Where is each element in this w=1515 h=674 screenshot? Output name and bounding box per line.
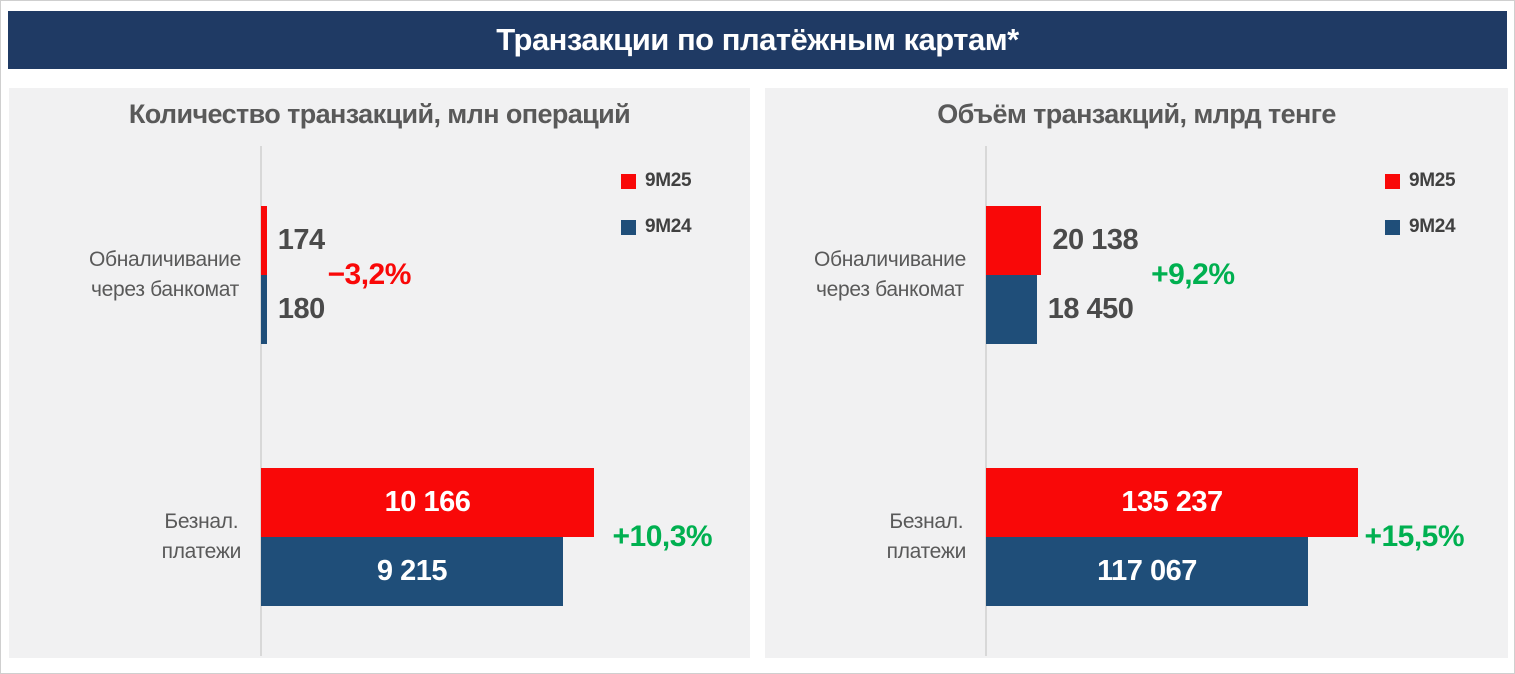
bar-value-label: 20 138: [1052, 224, 1139, 256]
legend-label-9m24: 9М24: [645, 216, 692, 237]
bar-value-label: 117 067: [1097, 555, 1197, 587]
change-percent-label: +9,2%: [1151, 258, 1235, 291]
category-label: Безнал. платежи: [161, 510, 242, 563]
bar-row1-9m25: 10 166: [261, 468, 595, 537]
legend-item-9m24: 9М24: [1385, 216, 1456, 238]
chart-row-0: Обналичивание через банкомат 174 180 −3,2%: [89, 206, 736, 344]
legend-swatch-9m25-icon: [621, 173, 636, 189]
bar-row1-9m24: 117 067: [986, 537, 1308, 606]
bar-row1-9m24: 9 215: [261, 537, 563, 606]
chart-title-count: Количество транзакций, млн операций: [128, 99, 631, 129]
chart-row-1: Безнал. платежи 135 237 117 067 +15,5%: [887, 468, 1494, 606]
change-percent-label: −3,2%: [327, 258, 412, 291]
axis-line: [260, 146, 262, 656]
bar-value-label: 180: [277, 293, 325, 325]
bar-row0-9m24: 18 450: [986, 275, 1134, 344]
legend-label-9m25: 9М25: [645, 170, 692, 191]
axis-line: [985, 146, 987, 656]
bar-value-label: 174: [277, 224, 325, 256]
legend: 9М25 9М24: [1385, 170, 1456, 238]
chart-row-0: Обналичивание через банкомат 20 138 18 450…: [814, 206, 1494, 344]
title-banner: Транзакции по платёжным картам*: [8, 11, 1507, 69]
bar-row1-9m25: 135 237: [986, 468, 1358, 537]
plot-area-volume: Обналичивание через банкомат 20 138 18 450…: [814, 88, 1494, 658]
legend: 9М25 9М24: [621, 170, 692, 238]
page-title: Транзакции по платёжным картам*: [496, 22, 1019, 57]
bar-value-label: 10 166: [384, 486, 471, 518]
bar-value-label: 135 237: [1121, 486, 1223, 518]
change-percent-label: +15,5%: [1364, 520, 1465, 553]
category-label: Обналичивание через банкомат: [88, 248, 241, 301]
legend-item-9m25: 9М25: [621, 170, 692, 192]
chart-panel-volume: Объём транзакций, млрд тенге 9М25 9М24 О…: [765, 88, 1508, 658]
bar-row0-9m25: 174: [261, 206, 325, 275]
chart-title-volume: Объём транзакций, млрд тенге: [937, 99, 1336, 129]
bar-row0-9m24: 180: [261, 275, 325, 344]
legend-swatch-9m24-icon: [621, 219, 636, 235]
legend-swatch-9m24-icon: [1385, 219, 1400, 235]
bar-value-label: 18 450: [1047, 293, 1134, 325]
change-percent-label: +10,3%: [612, 520, 713, 553]
bar-row0-9m25: 20 138: [986, 206, 1139, 275]
legend-swatch-9m25-icon: [1385, 173, 1400, 189]
category-label: Безнал. платежи: [886, 510, 967, 563]
chart-panel-count: Количество транзакций, млн операций 9М25…: [9, 88, 750, 658]
plot-area-count: Обналичивание через банкомат 174 180 −3,2% Б…: [89, 88, 736, 658]
legend-label-9m25: 9М25: [1409, 170, 1456, 191]
chart-row-1: Безнал. платежи 10 166 9 215 +10,3%: [162, 468, 736, 606]
legend-label-9m24: 9М24: [1409, 216, 1456, 237]
legend-item-9m24: 9М24: [621, 216, 692, 238]
category-label: Обналичивание через банкомат: [813, 248, 966, 301]
bar-value-label: 9 215: [376, 555, 448, 587]
legend-item-9m25: 9М25: [1385, 170, 1456, 192]
